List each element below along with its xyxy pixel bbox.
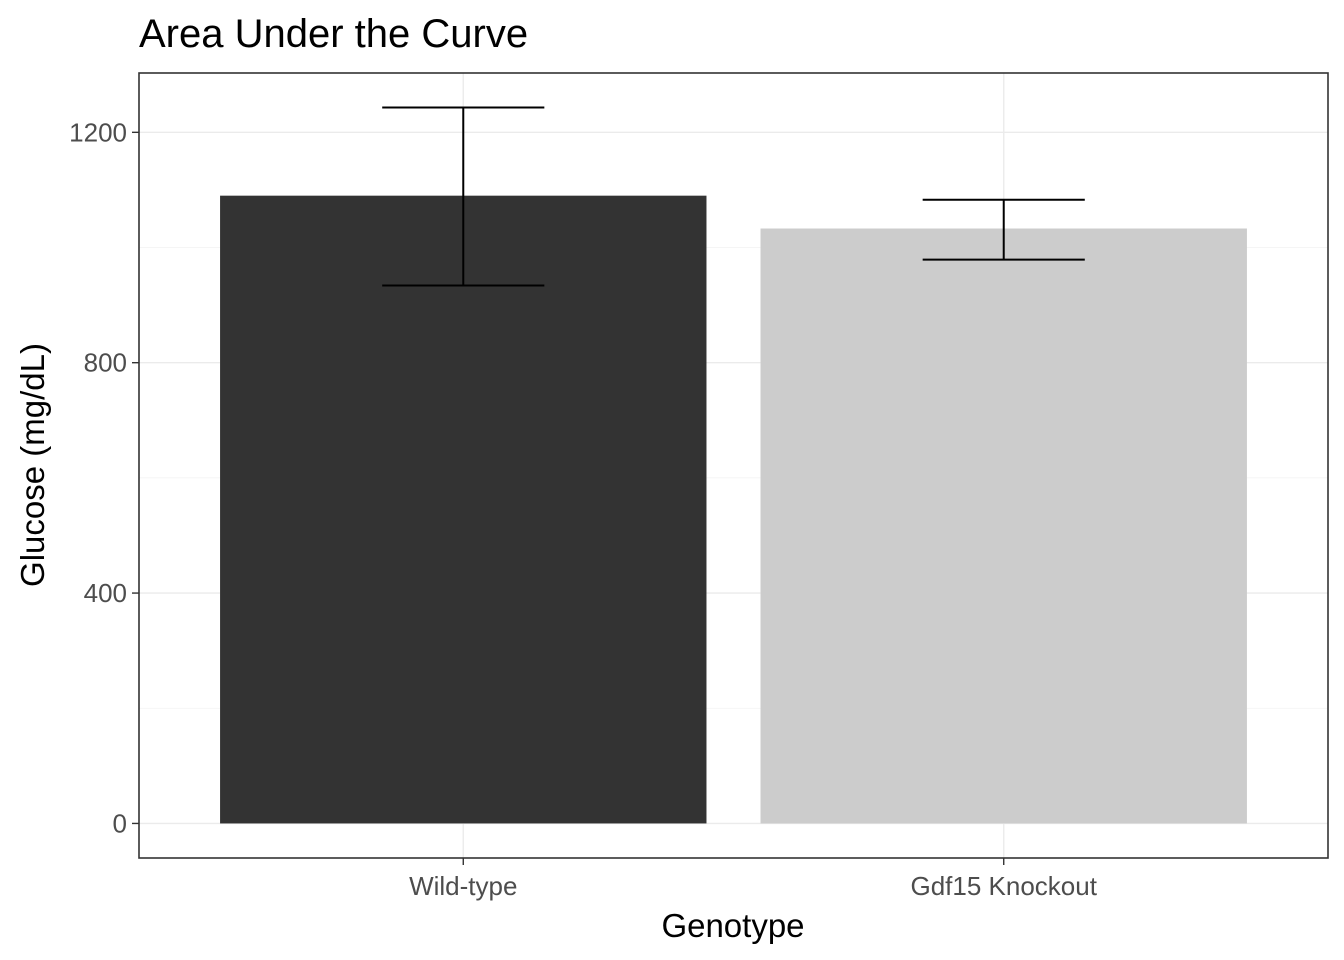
y-tick-label: 0 — [113, 808, 127, 838]
y-tick-label: 800 — [84, 348, 127, 378]
bar — [760, 228, 1247, 824]
error-bars — [382, 106, 1085, 287]
x-tick-label: Wild-type — [409, 871, 517, 901]
y-axis-title: Glucose (mg/dL) — [14, 343, 51, 587]
y-tick-label: 400 — [84, 578, 127, 608]
bar — [220, 195, 707, 824]
chart-title: Area Under the Curve — [139, 12, 528, 56]
y-tick-label: 1200 — [69, 117, 127, 147]
axis-ticks — [132, 131, 1005, 865]
panel-border — [138, 72, 1329, 859]
x-axis-title: Genotype — [661, 907, 804, 944]
bars — [220, 195, 1247, 824]
x-tick-label: Gdf15 Knockout — [910, 871, 1097, 901]
